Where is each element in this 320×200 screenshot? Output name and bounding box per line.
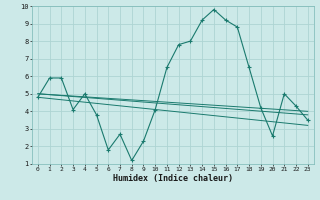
X-axis label: Humidex (Indice chaleur): Humidex (Indice chaleur) (113, 174, 233, 183)
